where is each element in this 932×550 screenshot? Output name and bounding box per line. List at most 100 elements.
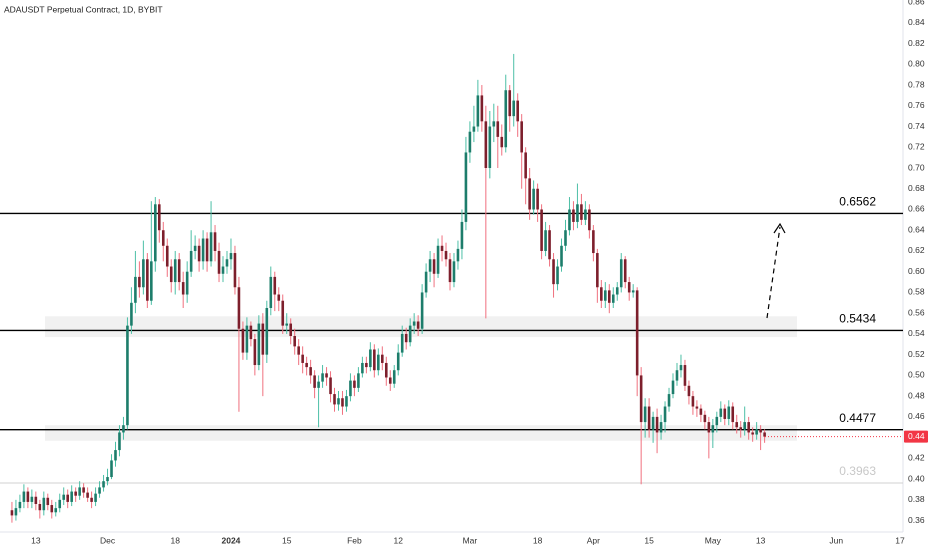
candle-body [512,100,516,117]
last-price-box [904,430,928,443]
candle-body [173,259,177,283]
candle-body [655,416,659,433]
level-label: 0.4477 [839,411,876,425]
candle-body [150,261,153,301]
candle-body [309,367,312,376]
candle-body [126,325,129,426]
candle-body [588,209,591,231]
candle-body [392,370,396,384]
candle-body [26,491,30,502]
candle-body [189,250,193,272]
x-tick-label: 17 [895,535,905,545]
candle-body [623,259,627,283]
candle-body [508,90,512,117]
candle-body [78,487,81,496]
y-tick-label: 0.52 [908,349,925,359]
candle-body [90,497,93,502]
candle-body [50,505,54,513]
candle-body [30,496,34,502]
candle-body [337,398,340,405]
candle-body [313,375,316,388]
candle-body [675,370,679,381]
candle-body [333,394,336,405]
candle-body [134,276,137,303]
candle-body [647,406,651,430]
candle-body [516,100,519,122]
axes: 0.36 0.38 0.40 0.42 0.44 0.46 0.48 0.50 0.52 0.54… [31,0,928,545]
candle-body [169,266,173,283]
y-tick-label: 0.58 [908,287,925,297]
arrow-head [773,222,786,234]
candle-body [432,259,436,274]
candle-body [197,245,201,262]
candles [10,53,766,523]
candle-body [86,492,89,498]
candle-body [289,323,293,336]
x-tick-label: Dec [100,535,116,545]
candle-body [273,276,277,295]
candle-body [456,248,460,262]
levels: 0.6562 0.5434 0.4477 0.3963 [0,195,903,484]
candle-body [209,232,213,262]
candle-body [249,325,253,340]
candle-body [611,294,615,303]
level-label: 0.5434 [839,312,876,326]
candle-body [396,352,400,371]
candle-body [707,422,711,433]
candle-body [743,422,746,430]
faded-level-label: 0.3963 [839,464,876,478]
candle-body [217,250,221,274]
x-tick-label: 15 [282,535,292,545]
candle-body [607,290,611,303]
candle-body [58,499,62,509]
candle-body [34,496,38,504]
candle-body [400,333,404,353]
candle-body [444,250,448,260]
candle-body [225,259,229,267]
candle-body [687,385,691,397]
x-tick-label: 12 [393,535,403,545]
candle-body [699,408,703,415]
x-tick-label: 18 [170,535,180,545]
candle-body [651,416,655,430]
candle-body [404,333,408,343]
candle-body [253,339,257,366]
candle-body [269,276,273,308]
candle-body [245,325,249,353]
candle-body [464,152,468,222]
y-tick-label: 0.80 [908,59,925,69]
candle-body [452,261,456,283]
candle-body [237,287,241,329]
x-tick-label: 13 [31,535,41,545]
candle-body [679,365,683,371]
last-price-label: 0.44 [908,431,925,441]
candle-body [82,487,85,493]
candle-body [532,188,535,210]
candle-body [341,398,344,407]
candle-body [476,95,480,127]
candle-body [596,253,599,288]
candle-body [480,95,484,122]
candle-body [711,425,715,433]
candle-body [185,271,189,295]
candle-body [544,230,547,251]
candle-body [377,354,380,371]
candle-body [691,396,695,407]
candle-body [484,121,488,168]
candle-body [727,406,731,419]
candle-body [38,504,42,511]
y-tick-label: 0.48 [908,390,925,400]
x-tick-label: 13 [756,535,766,545]
candle-body [468,131,472,153]
candle-body [580,204,583,220]
y-tick-label: 0.86 [908,0,925,6]
candle-body [357,373,360,388]
candle-body [369,349,372,368]
candle-body [297,346,300,355]
candle-body [118,432,121,451]
candle-body [42,497,46,511]
candle-body [755,429,758,435]
candle-body [619,259,623,288]
y-tick-label: 0.68 [908,183,925,193]
